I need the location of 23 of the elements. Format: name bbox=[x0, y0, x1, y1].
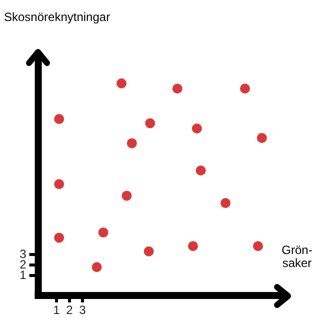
point bbox=[116, 78, 126, 88]
x-tick-label: 3 bbox=[79, 302, 86, 317]
point bbox=[54, 232, 64, 243]
point bbox=[126, 138, 137, 148]
x-tick-label: 2 bbox=[66, 302, 74, 317]
point bbox=[92, 262, 102, 272]
point bbox=[256, 132, 267, 143]
point bbox=[98, 227, 108, 238]
point bbox=[240, 84, 250, 94]
point bbox=[145, 118, 156, 128]
point bbox=[188, 241, 198, 252]
point bbox=[144, 246, 154, 256]
point bbox=[122, 190, 132, 201]
point bbox=[196, 166, 206, 176]
point bbox=[54, 114, 64, 124]
point bbox=[54, 179, 64, 190]
x-tick-label: 1 bbox=[53, 302, 60, 317]
point bbox=[253, 241, 263, 252]
x-axis-title: Grön-saker bbox=[280, 243, 314, 270]
point bbox=[192, 124, 202, 134]
point bbox=[172, 84, 182, 94]
y-axis-title: Skosnöreknytningar bbox=[4, 10, 110, 24]
point bbox=[220, 198, 230, 208]
